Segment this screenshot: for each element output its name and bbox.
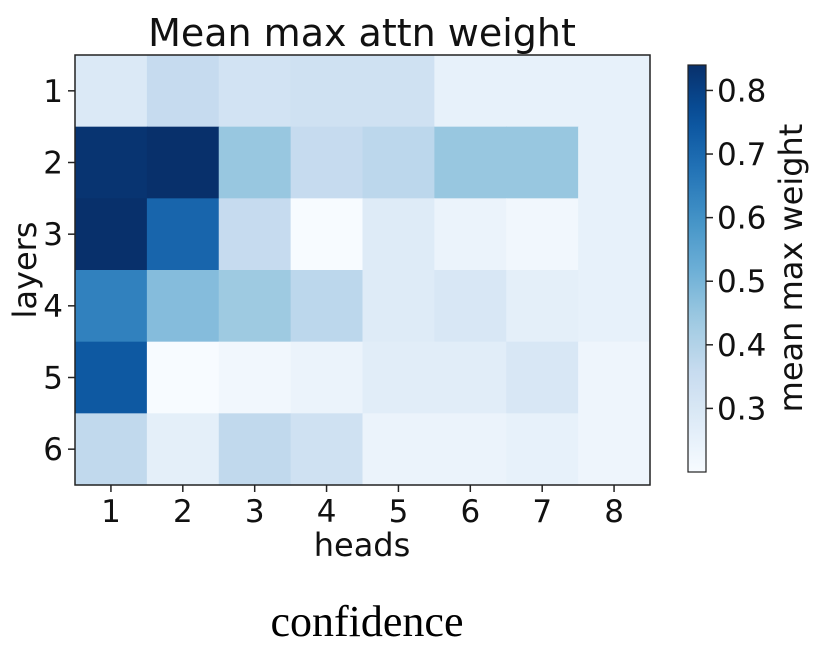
- colorbar-ticks: 0.3 0.4 0.5 0.6 0.7 0.8: [706, 73, 766, 427]
- heatmap-cell-layer4-head4: [290, 270, 364, 343]
- heatmap-cell-layer2-head5: [362, 126, 435, 199]
- heatmap-cell-layer4-head3: [218, 270, 292, 343]
- x-tick-label-4: 4: [317, 494, 337, 530]
- heatmap-cell-layer5-head3: [218, 341, 292, 414]
- y-tick-label-1: 1: [43, 74, 63, 110]
- figure-caption: confidence: [270, 597, 464, 646]
- heatmap-cell-layer3-head2: [146, 198, 220, 271]
- heatmap-cell-layer3-head3: [218, 198, 292, 271]
- heatmap-cell-layer5-head5: [362, 341, 435, 414]
- x-tick-label-2: 2: [173, 494, 193, 530]
- heatmap-cell-layer2-head2: [146, 126, 220, 199]
- heatmap-cell-layer1-head6: [434, 55, 507, 128]
- x-tick-label-3: 3: [245, 494, 265, 530]
- heatmap-cell-layer3-head1: [75, 198, 148, 271]
- x-axis-ticks: 1 2 3 4 5 6 7 8: [101, 485, 624, 530]
- colorbar-tick-label-0.8: 0.8: [717, 73, 766, 109]
- y-tick-label-3: 3: [43, 217, 63, 253]
- y-tick-label-2: 2: [43, 146, 63, 182]
- heatmap-cell-layer4-head7: [506, 270, 579, 343]
- x-tick-label-1: 1: [101, 494, 121, 530]
- heatmap-cell-layer1-head5: [362, 55, 435, 128]
- heatmap-cell-layer1-head4: [290, 55, 364, 128]
- heatmap-cell-layer3-head6: [434, 198, 507, 271]
- heatmap-cell-layer2-head1: [75, 126, 148, 199]
- y-axis-ticks: 1 2 3 4 5 6: [43, 74, 75, 468]
- heatmap-cell-layer4-head5: [362, 270, 435, 343]
- colorbar-tick-label-0.3: 0.3: [717, 391, 766, 427]
- heatmap-cell-layer5-head6: [434, 341, 507, 414]
- heatmap-cell-layer6-head4: [290, 413, 364, 486]
- heatmap-cell-layer6-head2: [146, 413, 220, 486]
- heatmap-cell-layer3-head8: [578, 198, 651, 271]
- heatmap-cell-layer5-head2: [146, 341, 220, 414]
- heatmap-cell-layer2-head6: [434, 126, 507, 199]
- heatmap-cell-layer2-head3: [218, 126, 292, 199]
- x-tick-label-7: 7: [532, 494, 552, 530]
- heatmap-cell-layer6-head5: [362, 413, 435, 486]
- heatmap-cell-layer6-head1: [75, 413, 148, 486]
- heatmap-cell-layer5-head1: [75, 341, 148, 414]
- colorbar: [687, 64, 707, 473]
- chart-title: Mean max attn weight: [148, 11, 576, 55]
- x-tick-label-6: 6: [460, 494, 480, 530]
- heatmap-cell-layer6-head8: [578, 413, 651, 486]
- heatmap-cell-layer1-head3: [218, 55, 292, 128]
- colorbar-tick-label-0.6: 0.6: [717, 201, 766, 237]
- heatmap-cell-layer6-head3: [218, 413, 292, 486]
- x-axis-label: heads: [314, 526, 411, 564]
- y-tick-label-4: 4: [43, 289, 63, 325]
- colorbar-tick-label-0.7: 0.7: [717, 137, 766, 173]
- heatmap-cell-layer5-head7: [506, 341, 579, 414]
- heatmap-cell-layer2-head7: [506, 126, 579, 199]
- heatmap-cell-layer1-head2: [146, 55, 220, 128]
- heatmap-cell-layer4-head2: [146, 270, 220, 343]
- colorbar-label: mean max weight: [772, 124, 810, 413]
- heatmap-cell-layer4-head8: [578, 270, 651, 343]
- heatmap-cell-layer6-head7: [506, 413, 579, 486]
- heatmap-cell-layer4-head1: [75, 270, 148, 343]
- x-tick-label-8: 8: [604, 494, 624, 530]
- colorbar-tick-label-0.4: 0.4: [717, 328, 766, 364]
- plot-frame: [74, 54, 651, 486]
- heatmap-cell-layer2-head4: [290, 126, 364, 199]
- heatmap-cell-layer6-head6: [434, 413, 507, 486]
- heatmap-cell-layer3-head4: [290, 198, 364, 271]
- heatmap-cell-layer4-head6: [434, 270, 507, 343]
- heatmap-cell-layer3-head5: [362, 198, 435, 271]
- heatmap-cell-layer5-head8: [578, 341, 651, 414]
- heatmap-cell-layer2-head8: [578, 126, 651, 199]
- heatmap-cell-layer5-head4: [290, 341, 364, 414]
- heatmap-cells: [75, 55, 651, 486]
- heatmap-cell-layer1-head8: [578, 55, 651, 128]
- heatmap-cell-layer1-head7: [506, 55, 579, 128]
- heatmap-cell-layer1-head1: [75, 55, 148, 128]
- x-tick-label-5: 5: [389, 494, 409, 530]
- y-tick-label-5: 5: [43, 361, 63, 397]
- colorbar-tick-label-0.5: 0.5: [717, 264, 766, 300]
- y-axis-label: layers: [6, 222, 44, 319]
- y-tick-label-6: 6: [43, 432, 63, 468]
- heatmap-cell-layer3-head7: [506, 198, 579, 271]
